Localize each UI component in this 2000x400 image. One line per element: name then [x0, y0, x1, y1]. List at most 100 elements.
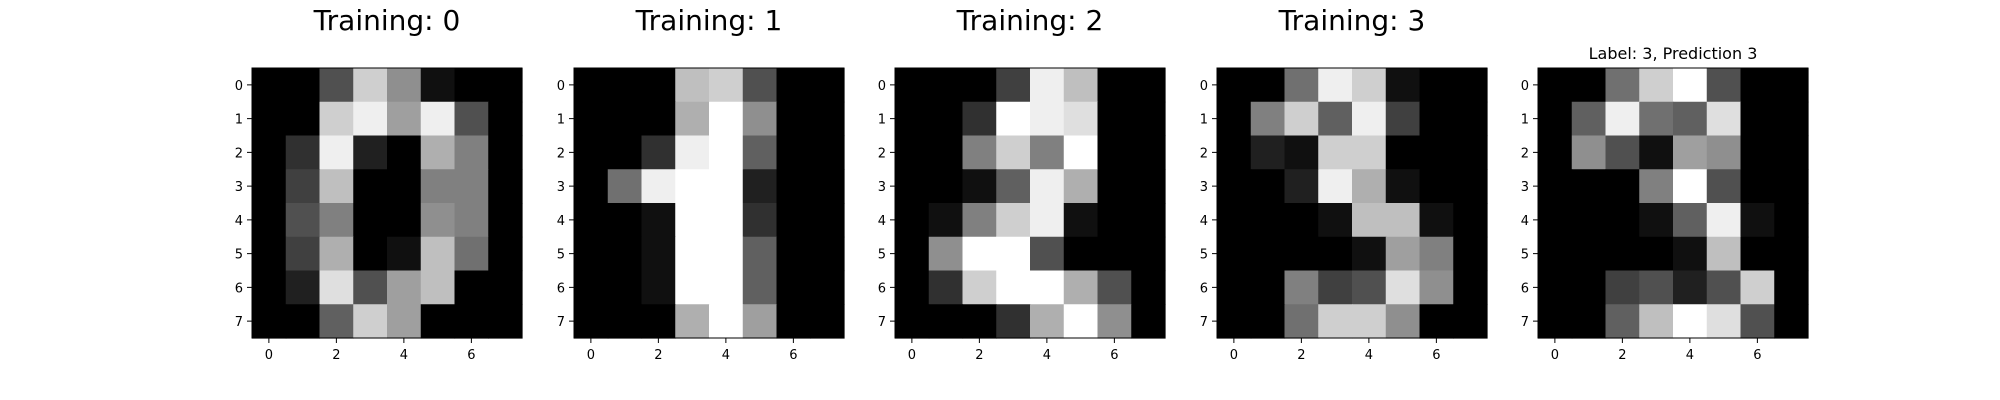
y-tick-label: 3	[235, 180, 243, 195]
pixel-cell	[454, 68, 489, 103]
pixel-cell	[607, 68, 643, 103]
pixel-cell	[1571, 304, 1607, 339]
pixel-cell	[996, 236, 1031, 272]
pixel-cell	[252, 101, 287, 137]
pixel-cell	[454, 101, 489, 137]
pixel-cell	[895, 236, 930, 272]
pixel-cell	[1706, 135, 1742, 170]
digit-panel-4: Label: 3, Prediction 3 0 1 2 3 4 5 6 7 0 2 4 6	[1521, 44, 1809, 363]
pixel-cell	[641, 169, 676, 204]
pixel-cell	[1217, 101, 1252, 137]
x-tick-label: 6	[1110, 348, 1118, 363]
pixel-cell	[1030, 101, 1065, 137]
pixel-cell	[420, 169, 456, 204]
y-tick-label: 0	[1521, 79, 1529, 94]
pixel-cell	[454, 135, 489, 170]
panel-title: Training: 0	[313, 4, 461, 37]
pixel-cell	[928, 101, 964, 137]
y-tick-label: 7	[235, 315, 243, 330]
pixel-cell	[675, 68, 710, 103]
pixel-cell	[285, 169, 321, 204]
pixel-cell	[810, 135, 845, 170]
pixel-cell	[285, 236, 321, 272]
pixel-cell	[607, 169, 643, 204]
pixel-cell	[1605, 101, 1640, 137]
pixel-cell	[488, 236, 523, 272]
y-tick-label: 3	[1521, 180, 1529, 195]
axes-frame	[894, 67, 1166, 339]
pixel-cell	[895, 101, 930, 137]
pixel-cell	[776, 236, 811, 272]
pixel-cell	[895, 68, 930, 103]
pixel-cell	[1385, 101, 1421, 137]
y-tick-label: 5	[1200, 248, 1208, 263]
x-tick-label: 2	[1618, 348, 1626, 363]
pixel-cell	[1774, 135, 1809, 170]
pixel-cell	[1639, 270, 1674, 305]
pixel-cell	[1030, 169, 1065, 204]
pixel-cell	[488, 135, 523, 170]
pixel-cell	[1097, 169, 1132, 204]
pixel-cell	[1538, 270, 1573, 305]
y-tick-label: 6	[235, 281, 243, 296]
pixel-cell	[1385, 304, 1421, 339]
pixel-cell	[810, 68, 845, 103]
pixel-cell	[1063, 203, 1099, 238]
pixel-cell	[488, 270, 523, 305]
pixel-cell	[1419, 68, 1454, 103]
pixel-cell	[1318, 101, 1353, 137]
pixel-cell	[1217, 68, 1252, 103]
pixel-cell	[1706, 101, 1742, 137]
pixel-cell	[1605, 304, 1640, 339]
pixel-cell	[709, 68, 744, 103]
y-tick-label: 6	[1521, 281, 1529, 296]
pixel-cell	[709, 169, 744, 204]
pixel-cell	[742, 304, 778, 339]
pixel-cell	[1352, 203, 1387, 238]
pixel-cell	[1385, 203, 1421, 238]
pixel-cell	[776, 270, 811, 305]
y-tick-label: 5	[1521, 248, 1529, 263]
pixel-cell	[928, 169, 964, 204]
y-tick-label: 4	[1521, 214, 1529, 229]
pixel-cell	[1639, 135, 1674, 170]
x-tick-label: 6	[1432, 348, 1440, 363]
y-tick-label: 6	[878, 281, 886, 296]
pixel-cell	[574, 270, 609, 305]
pixel-cell	[675, 169, 710, 204]
pixel-cell	[420, 68, 456, 103]
pixel-cell	[353, 304, 388, 339]
pixel-cell	[675, 135, 710, 170]
pixel-cell	[1097, 203, 1132, 238]
pixel-cell	[810, 101, 845, 137]
pixel-cell	[353, 135, 388, 170]
pixel-cell	[1352, 68, 1387, 103]
pixel-cell	[420, 236, 456, 272]
pixel-cell	[607, 270, 643, 305]
pixel-cell	[1419, 304, 1454, 339]
pixel-cell	[1097, 270, 1132, 305]
pixel-cell	[1030, 135, 1065, 170]
pixel-cell	[1706, 304, 1742, 339]
pixel-cell	[1318, 135, 1353, 170]
pixel-cell	[353, 203, 388, 238]
pixel-cell	[1605, 135, 1640, 170]
y-tick-label: 5	[557, 248, 565, 263]
pixel-cell	[810, 236, 845, 272]
pixel-cell	[252, 304, 287, 339]
pixel-cell	[1740, 169, 1775, 204]
pixel-cell	[996, 135, 1031, 170]
pixel-cell	[675, 236, 710, 272]
pixel-cell	[1605, 169, 1640, 204]
pixel-cell	[1571, 68, 1607, 103]
pixel-cell	[1673, 270, 1708, 305]
y-tick-label: 7	[878, 315, 886, 330]
pixel-cell	[1571, 236, 1607, 272]
pixel-cell	[1538, 135, 1573, 170]
y-tick-label: 2	[557, 146, 565, 161]
pixel-cell	[1571, 169, 1607, 204]
pixel-cell	[319, 270, 354, 305]
pixel-cell	[1352, 236, 1387, 272]
pixel-cell	[252, 236, 287, 272]
